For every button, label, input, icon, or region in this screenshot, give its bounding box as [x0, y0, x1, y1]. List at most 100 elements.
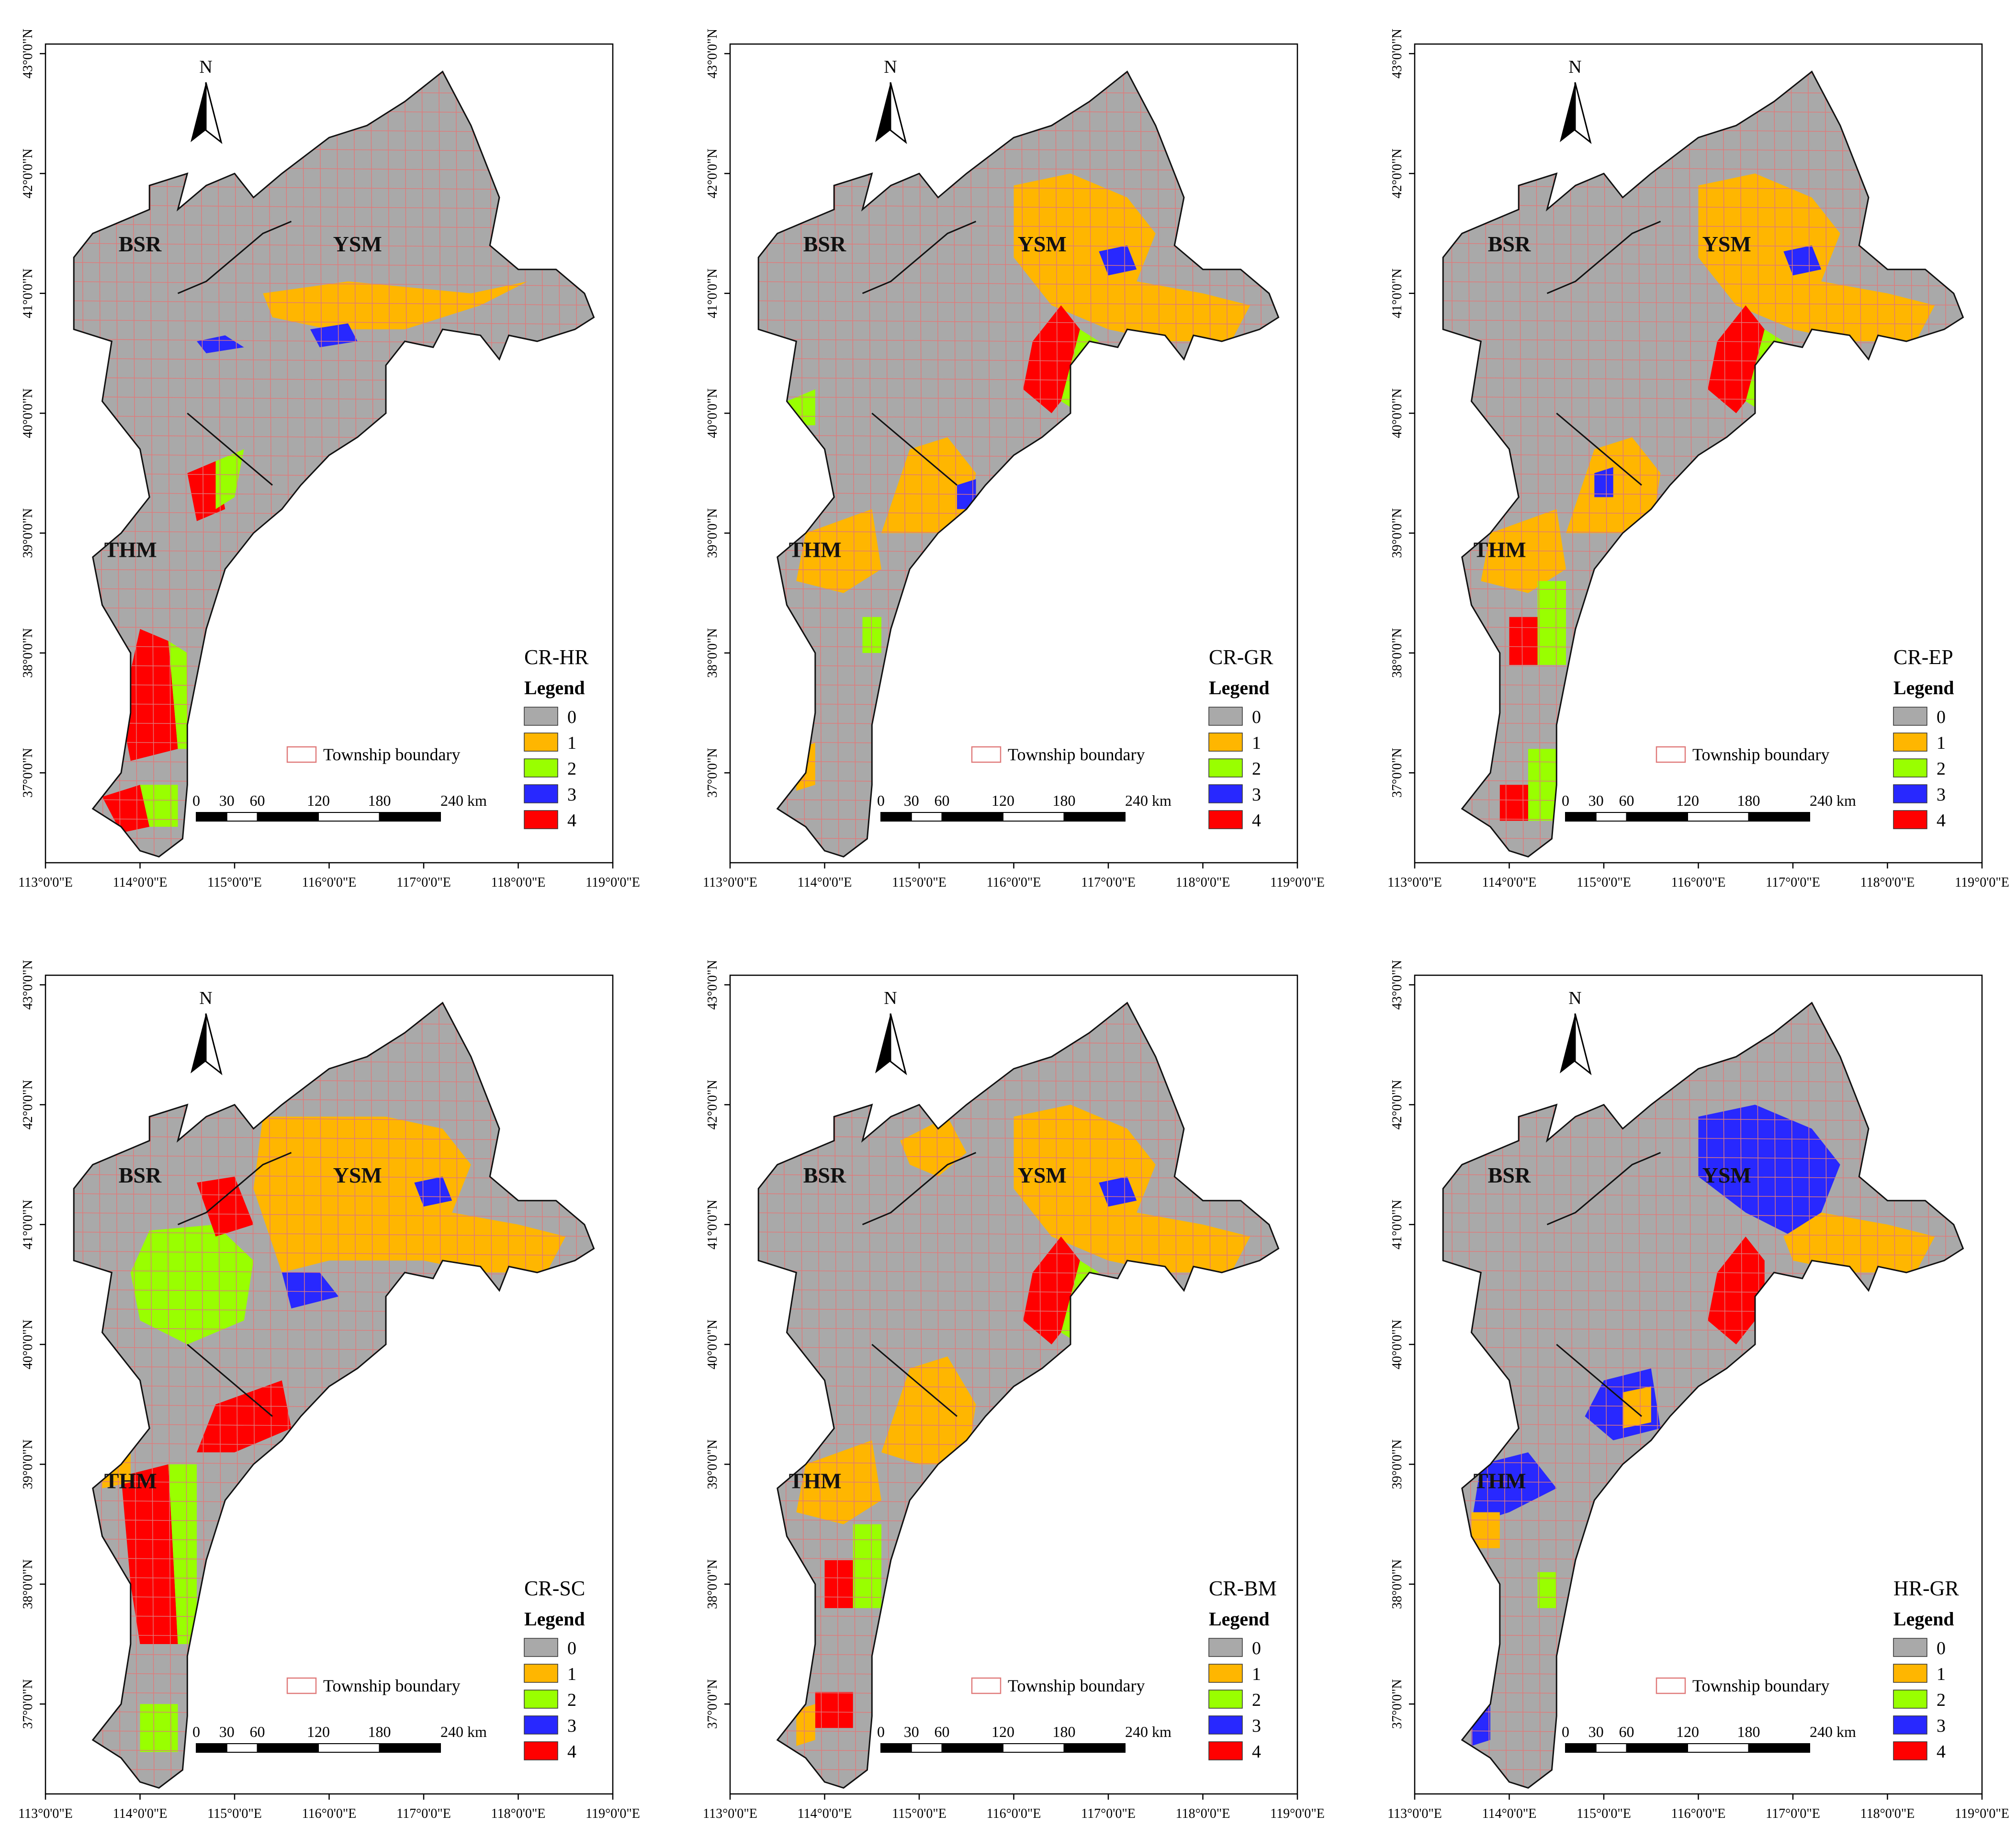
- y-tick-label: 41°0'0"N: [705, 269, 720, 318]
- legend-swatch-4: [1893, 810, 1927, 829]
- y-tick-label: 39°0'0"N: [21, 508, 35, 558]
- x-tick-label: 116°0'0"E: [987, 875, 1041, 890]
- y-tick-label: 38°0'0"N: [1390, 1559, 1405, 1609]
- region-divider: [1556, 412, 1642, 486]
- region-label-thm: THM: [104, 538, 157, 562]
- legend-swatch-2: [524, 758, 558, 778]
- y-tick-label: 39°0'0"N: [705, 508, 720, 558]
- x-tick-label: 114°0'0"E: [1482, 875, 1537, 890]
- scale-bar-label: 60: [250, 792, 265, 809]
- y-tick-label: 39°0'0"N: [1390, 508, 1405, 558]
- y-tick-label: 40°0'0"N: [705, 388, 720, 438]
- x-tick-label: 115°0'0"E: [892, 1806, 946, 1821]
- legend-swatch-2: [1893, 1690, 1927, 1709]
- map-panel-cr-ep: BSR YSM THM N 113°0'0"E 114°0'0"E 115°0'0"E 116…: [1387, 29, 2009, 890]
- y-tick-label: 42°0'0"N: [1390, 148, 1405, 198]
- township-boundary-label: Township boundary: [1008, 745, 1145, 764]
- patch-class-3: [1783, 245, 1822, 276]
- legend-swatch-3: [524, 1715, 558, 1735]
- scale-bar-segment: [911, 812, 943, 822]
- scale-bar-segment: [196, 1743, 227, 1753]
- region-label-bsr: BSR: [803, 1163, 846, 1187]
- patch-class-2: [862, 617, 881, 653]
- north-arrow-icon: [191, 82, 206, 142]
- patch-class-2: [168, 641, 188, 749]
- x-tick-label: 113°0'0"E: [1387, 875, 1442, 890]
- scale-bar-segment: [1626, 812, 1688, 822]
- y-tick-label: 42°0'0"N: [21, 1080, 35, 1129]
- region-label-ysm: YSM: [333, 232, 382, 256]
- patch-class-1: [796, 1704, 815, 1746]
- township-boundary-label: Township boundary: [323, 745, 460, 764]
- region-label-ysm: YSM: [1702, 1163, 1751, 1187]
- patch-class-1: [263, 281, 528, 329]
- township-boundary-swatch: [286, 746, 317, 763]
- region-divider: [187, 412, 273, 486]
- patch-class-1: [1014, 1105, 1250, 1273]
- x-tick-label: 116°0'0"E: [1671, 875, 1726, 890]
- legend-swatch-0: [1893, 707, 1927, 726]
- x-tick-label: 118°0'0"E: [1176, 875, 1230, 890]
- x-tick-label: 116°0'0"E: [1671, 1806, 1726, 1821]
- north-arrow-icon: [875, 82, 890, 142]
- region-label-bsr: BSR: [119, 1163, 162, 1187]
- legend-swatch-2: [1208, 758, 1243, 778]
- scale-bar-label: 240 km: [1125, 792, 1171, 809]
- patch-class-1: [253, 1116, 566, 1273]
- north-label: N: [199, 988, 212, 1008]
- legend-label-4: 4: [1252, 1742, 1261, 1762]
- scale-bar-label: 180: [1737, 1723, 1760, 1740]
- legend-title: Legend: [1893, 677, 1954, 699]
- x-tick-label: 116°0'0"E: [302, 875, 357, 890]
- patch-class-3: [1099, 245, 1137, 276]
- y-tick-label: 37°0'0"N: [21, 1679, 35, 1729]
- panel-title: CR-EP: [1893, 645, 1953, 669]
- legend-swatch-1: [1208, 733, 1243, 752]
- patch-class-3: [282, 1272, 339, 1308]
- legend-label-1: 1: [1252, 1664, 1261, 1684]
- scale-bar-label: 0: [1562, 1723, 1569, 1740]
- township-boundary-swatch: [971, 1677, 1002, 1694]
- legend-label-2: 2: [567, 759, 576, 779]
- y-tick-label: 42°0'0"N: [705, 1080, 720, 1129]
- y-tick-label: 37°0'0"N: [1390, 1679, 1405, 1729]
- patch-class-4: [1499, 785, 1528, 821]
- patch-class-2: [1537, 581, 1566, 665]
- legend-label-1: 1: [567, 1664, 576, 1684]
- scale-bar-segment: [880, 1743, 912, 1753]
- legend-label-1: 1: [1937, 1664, 1946, 1684]
- region-label-thm: THM: [104, 1469, 157, 1493]
- x-tick-label: 119°0'0"E: [1270, 1806, 1325, 1821]
- y-tick-label: 40°0'0"N: [705, 1319, 720, 1369]
- legend-label-3: 3: [1252, 1716, 1261, 1736]
- scale-bar-label: 180: [1737, 792, 1760, 809]
- x-tick-label: 117°0'0"E: [396, 875, 451, 890]
- x-tick-label: 117°0'0"E: [1766, 1806, 1820, 1821]
- legend-swatch-1: [1893, 1664, 1927, 1683]
- north-arrow-icon: [890, 1013, 907, 1075]
- x-tick-label: 117°0'0"E: [1081, 1806, 1136, 1821]
- legend-title: Legend: [1893, 1608, 1954, 1630]
- scale-bar-segment: [1063, 812, 1126, 822]
- scale-bar-segment: [1748, 812, 1810, 822]
- study-area: [1443, 1003, 1963, 1788]
- north-arrow-icon: [875, 1014, 890, 1073]
- y-tick-label: 41°0'0"N: [1390, 1200, 1405, 1250]
- panel-title: CR-BM: [1209, 1577, 1277, 1600]
- x-tick-label: 113°0'0"E: [18, 875, 73, 890]
- scale-bar-label: 240 km: [440, 1723, 487, 1740]
- region-divider: [1556, 1343, 1642, 1417]
- patch-class-4: [1708, 1236, 1765, 1345]
- study-area-outline: [1442, 70, 1964, 858]
- map-panel-cr-gr: BSR YSM THM N 113°0'0"E 114°0'0"E 115°0'0"E 116…: [703, 29, 1325, 890]
- township-boundary-label: Township boundary: [323, 1676, 460, 1695]
- scale-bar-segment: [226, 812, 258, 822]
- panel-title: CR-HR: [524, 645, 589, 669]
- scale-bar-segment: [379, 1743, 441, 1753]
- region-divider: [862, 221, 977, 294]
- legend-label-0: 0: [567, 1638, 576, 1658]
- x-tick-label: 117°0'0"E: [396, 1806, 451, 1821]
- legend-label-0: 0: [1252, 707, 1261, 727]
- patch-class-4: [121, 629, 178, 761]
